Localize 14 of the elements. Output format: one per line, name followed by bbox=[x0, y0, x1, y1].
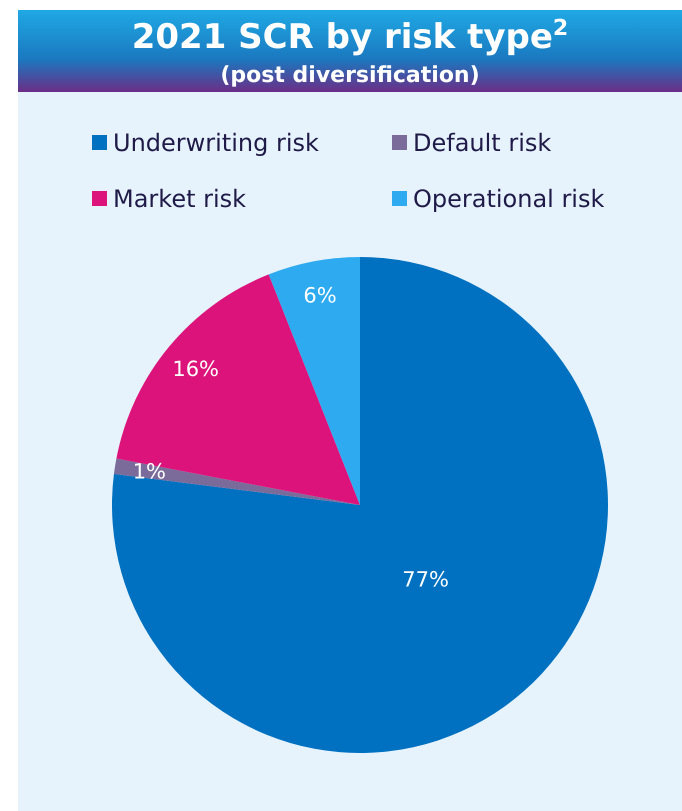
pie-slice bbox=[268, 257, 360, 505]
chart-title: 2021 SCR by risk type$^{2}$ bbox=[132, 15, 568, 57]
data-label: 16% bbox=[172, 357, 220, 382]
pie-slice bbox=[114, 458, 360, 505]
legend-label: Underwriting risk bbox=[113, 129, 319, 157]
data-label: 6% bbox=[303, 284, 337, 308]
data-label: 77% bbox=[402, 567, 449, 592]
legend-label: Market risk bbox=[113, 185, 246, 213]
data-label: 1% bbox=[132, 460, 166, 484]
chart-subtitle: (post diversification) bbox=[220, 63, 480, 88]
legend-label: Operational risk bbox=[413, 185, 604, 213]
pie-slice bbox=[116, 274, 360, 505]
legend-label: Default risk bbox=[413, 129, 552, 157]
pie-slice bbox=[112, 257, 608, 753]
